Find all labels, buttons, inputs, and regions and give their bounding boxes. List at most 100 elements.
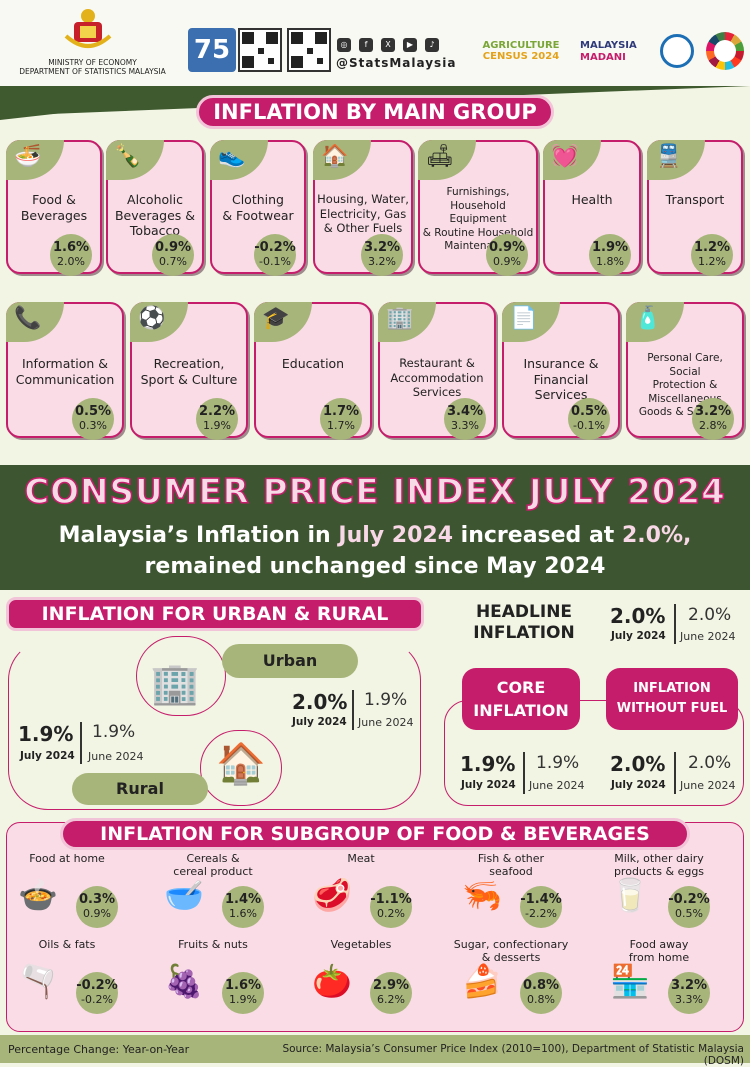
card-current-value: 0.9% (488, 240, 526, 255)
main-group-card: 🛋 Furnishings, Household Equipment & Rou… (418, 140, 538, 276)
subgroup-value-badge: 0.3% 0.9% (76, 886, 118, 928)
subgroup-current-value: -1.1% (370, 892, 412, 907)
subgroup-value-badge: 3.2% 3.3% (668, 972, 710, 1014)
card-previous-value: 1.8% (596, 255, 624, 268)
card-previous-value: 1.7% (327, 419, 355, 432)
vegetable-icon: 🍅 (312, 962, 352, 1000)
subgroup-previous-value: 3.3% (675, 993, 703, 1006)
card-current-value: 3.2% (363, 240, 401, 255)
main-group-card: 🍜 Food & Beverages 1.6% 2.0% (6, 140, 102, 276)
social-icons: ◎ f X ▶ ♪ (337, 38, 439, 52)
header-bar (0, 0, 750, 86)
subgroup-current-value: 2.9% (372, 978, 410, 993)
rural-previous: 1.9% (92, 722, 136, 742)
nofuel-current: 2.0% (610, 752, 666, 776)
main-group-card: 🚆 Transport 1.2% 1.2% (647, 140, 743, 276)
headline-previous: 2.0% (688, 605, 732, 625)
rural-icon-frame (200, 730, 282, 806)
subgroup-value-badge: 2.9% 6.2% (370, 972, 412, 1014)
subgroup-value-badge: 1.4% 1.6% (222, 886, 264, 928)
card-current-value: 0.5% (74, 404, 112, 419)
card-previous-value: -0.1% (259, 255, 291, 268)
subgroup-label: Fish & other seafood (477, 852, 545, 878)
urban-rural-title: INFLATION FOR URBAN & RURAL (6, 597, 424, 631)
card-label: Health (571, 192, 613, 207)
urban-current-label: July 2024 (292, 716, 347, 728)
rural-current-label: July 2024 (20, 750, 75, 762)
urban-current: 2.0% (292, 690, 348, 714)
youtube-icon[interactable]: ▶ (403, 38, 417, 52)
headline-current-label: July 2024 (611, 630, 666, 642)
main-group-card: 💓 Health 1.9% 1.8% (543, 140, 641, 276)
subgroup-previous-value: 6.2% (377, 993, 405, 1006)
subgroup-current-value: 1.6% (224, 978, 262, 993)
main-group-card: ⚽ Recreation, Sport & Culture 2.2% 1.9% (130, 302, 248, 440)
card-label: Insurance & Financial Services (523, 356, 599, 402)
main-group-card: 📄 Insurance & Financial Services 0.5% -0… (502, 302, 620, 440)
inflation-without-fuel-title: INFLATION WITHOUT FUEL (606, 668, 738, 730)
subgroup-label: Vegetables (330, 938, 392, 951)
card-value-badge: 0.5% -0.1% (568, 398, 610, 440)
card-value-badge: 0.5% 0.3% (72, 398, 114, 440)
cpi-subtitle: Malaysia’s Inflation in July 2024 increa… (58, 523, 692, 579)
qr-code-1[interactable] (238, 28, 282, 72)
card-previous-value: -0.1% (573, 419, 605, 432)
rural-label: Rural (72, 773, 208, 805)
subgroup-label: Food away from home (628, 938, 690, 964)
core-current: 1.9% (460, 752, 516, 776)
card-value-badge: 0.9% 0.7% (152, 234, 194, 276)
card-label: Education (281, 356, 345, 371)
shop-icon: 🏪 (610, 962, 650, 1000)
card-label: Transport (665, 192, 725, 207)
subgroup-previous-value: 0.5% (675, 907, 703, 920)
card-value-badge: 1.7% 1.7% (320, 398, 362, 440)
subgroup-label: Cereals & cereal product (173, 852, 253, 878)
milk-icon: 🥛 (610, 876, 650, 914)
subgroup-previous-value: -0.2% (81, 993, 113, 1006)
card-label: Food & Beverages (20, 192, 88, 223)
card-previous-value: 1.2% (698, 255, 726, 268)
main-group-title: INFLATION BY MAIN GROUP (196, 95, 554, 129)
headline-previous-label: June 2024 (680, 630, 736, 643)
urban-previous: 1.9% (364, 690, 408, 710)
shoe-icon: 👟 (218, 144, 246, 169)
social-handle: @StatsMalaysia (336, 56, 457, 70)
x-icon[interactable]: X (381, 38, 395, 52)
card-label: Clothing & Footwear (222, 192, 294, 223)
subgroup-previous-value: 0.8% (527, 993, 555, 1006)
ball-icon: ⚽ (138, 306, 166, 331)
pot-icon: 🍲 (18, 876, 58, 914)
qr-code-2[interactable] (287, 28, 331, 72)
ministry-text: MINISTRY OF ECONOMY DEPARTMENT OF STATIS… (19, 58, 166, 76)
core-current-label: July 2024 (461, 779, 516, 791)
urban-label: Urban (222, 644, 358, 678)
headline-current: 2.0% (610, 604, 666, 628)
card-label: Information & Communication (15, 356, 115, 387)
city-buildings-icon: 🏢 (150, 661, 200, 707)
subgroup-title: INFLATION FOR SUBGROUP OF FOOD & BEVERAG… (60, 818, 690, 850)
subgroup-label: Food at home (29, 852, 105, 865)
subgroup-current-value: -1.4% (520, 892, 562, 907)
headline-divider (674, 604, 676, 644)
subgroup-value-badge: -1.4% -2.2% (520, 886, 562, 928)
tiktok-icon[interactable]: ♪ (425, 38, 439, 52)
cpi-banner (0, 465, 750, 590)
footer-note: Percentage Change: Year-on-Year (8, 1043, 190, 1056)
facebook-icon[interactable]: f (359, 38, 373, 52)
cake-icon: 🍰 (462, 962, 502, 1000)
main-group-card: 🧴 Personal Care, Social Protection & Mis… (626, 302, 744, 440)
instagram-icon[interactable]: ◎ (337, 38, 351, 52)
card-value-badge: 1.9% 1.8% (589, 234, 631, 276)
card-value-badge: 3.2% 2.8% (692, 398, 734, 440)
card-previous-value: 0.7% (159, 255, 187, 268)
malaysia-madani-logo: MALAYSIA MADANI (580, 40, 637, 63)
agriculture-census-logo: AGRICULTURE CENSUS 2024 (482, 40, 560, 62)
core-previous-label: June 2024 (529, 779, 585, 792)
card-current-value: 3.4% (446, 404, 484, 419)
urban-rural-panel (8, 640, 421, 810)
subgroup-previous-value: -2.2% (525, 907, 557, 920)
card-value-badge: 0.9% 0.9% (486, 234, 528, 276)
subgroup-current-value: -0.2% (668, 892, 710, 907)
urban-icon-frame (136, 636, 226, 716)
meat-icon: 🥩 (312, 876, 352, 914)
